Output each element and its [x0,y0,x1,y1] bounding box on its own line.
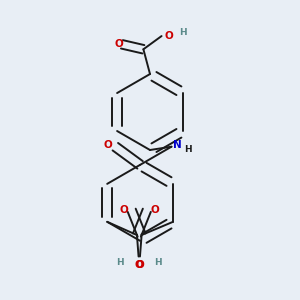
Text: O: O [103,140,112,150]
Text: H: H [179,28,187,37]
Text: H: H [154,258,162,267]
Text: O: O [165,31,174,41]
Text: O: O [134,260,143,270]
Text: O: O [136,260,144,270]
Text: O: O [150,205,159,215]
Text: O: O [114,39,123,49]
Text: N: N [173,140,182,150]
Text: H: H [116,258,124,267]
Text: O: O [120,205,128,215]
Text: H: H [184,146,192,154]
